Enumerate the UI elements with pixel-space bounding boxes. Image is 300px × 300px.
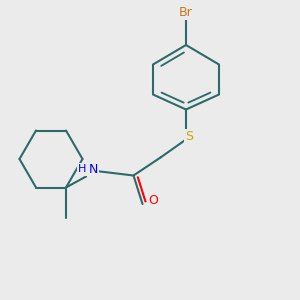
Text: H: H	[78, 164, 87, 175]
Text: O: O	[148, 194, 158, 208]
Text: N: N	[88, 163, 98, 176]
Text: S: S	[185, 130, 193, 143]
Text: Br: Br	[179, 5, 193, 19]
